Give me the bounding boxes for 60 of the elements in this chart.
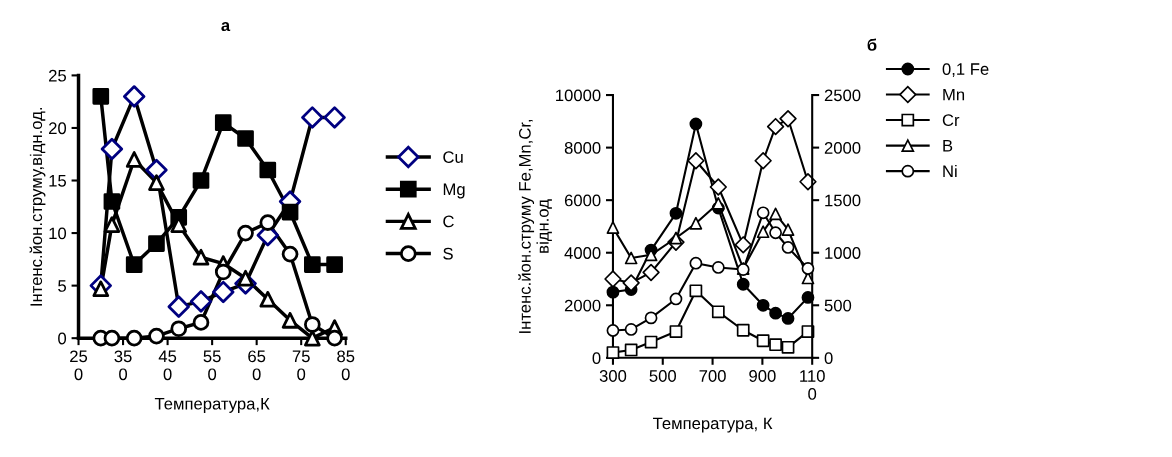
point [669,231,683,245]
y-axis-title: Інтенс.йон.струму,відн.од. [29,107,46,306]
y2-tick-label: 1500 [825,194,861,207]
point [756,225,770,239]
legend-label: 0,1 Fe [942,63,989,77]
legend-label: B [943,139,953,152]
legend-label: S [443,247,453,260]
point [769,207,782,221]
x-tick-label: 55 0 [203,350,221,381]
y-axis-title: Інтенс.йон.струму Fe,Mn,Cr, відн.од [518,119,552,333]
y2-tick-label: 2000 [824,142,861,154]
y2-tick-label: 1000 [825,247,861,259]
y-tick-label: 10000 [556,89,601,102]
y-tick-label: 4000 [564,247,601,259]
x-axis-title: Температура,К [154,397,270,413]
y2-tick-label: 2500 [824,89,861,102]
x-tick-label: 65 0 [248,350,266,381]
y2-tick-label: 500 [824,299,852,312]
x-tick-label: 900 [749,370,776,382]
x-tick-label: 45 0 [158,350,177,381]
y-tick-label: 0 [592,352,601,365]
point [781,223,795,236]
legend-label: Mn [943,88,965,101]
point [92,280,110,298]
legend-label: Cr [942,114,960,127]
legend-label: Ni [943,164,957,177]
y-tick-label: 10 [49,227,67,240]
point [125,151,143,168]
x-tick-label: 25 0 [70,350,88,381]
x-axis-title: Температура, К [653,417,773,433]
x-tick-label: 500 [649,370,677,382]
legend-label: Cu [443,151,463,163]
x-tick-label: 85 0 [337,350,355,381]
x-tick-label: 300 [599,370,627,382]
point [624,251,638,265]
point [192,248,210,266]
x-tick-label: 75 0 [292,350,310,381]
point [281,311,299,329]
y-tick-label: 25 [49,69,67,82]
y-tick-label: 5 [58,280,67,292]
point [148,174,165,191]
x-tick-label: 700 [699,370,726,382]
y-tick-label: 0 [58,332,67,345]
y-tick-label: 2000 [564,299,601,312]
chart-title: а [221,21,231,32]
y2-tick-label: 0 [824,352,833,365]
legend-label: Mg [443,183,465,199]
text: б [867,38,877,51]
point [606,221,620,234]
point [103,216,121,233]
x-tick-label: 35 0 [114,350,132,381]
x-tick-label: 110 0 [800,370,825,400]
y-tick-label: 20 [49,122,67,135]
y-tick-label: 6000 [564,194,601,207]
y-tick-label: 15 [49,175,67,187]
point [259,290,277,308]
y-tick-label: 8000 [564,142,601,154]
legend-label: C [443,215,454,228]
point [711,196,725,210]
point [689,216,703,230]
